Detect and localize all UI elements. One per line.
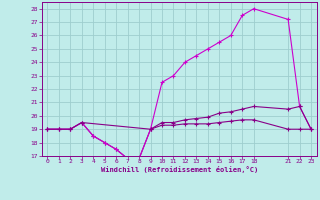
X-axis label: Windchill (Refroidissement éolien,°C): Windchill (Refroidissement éolien,°C): [100, 166, 258, 173]
